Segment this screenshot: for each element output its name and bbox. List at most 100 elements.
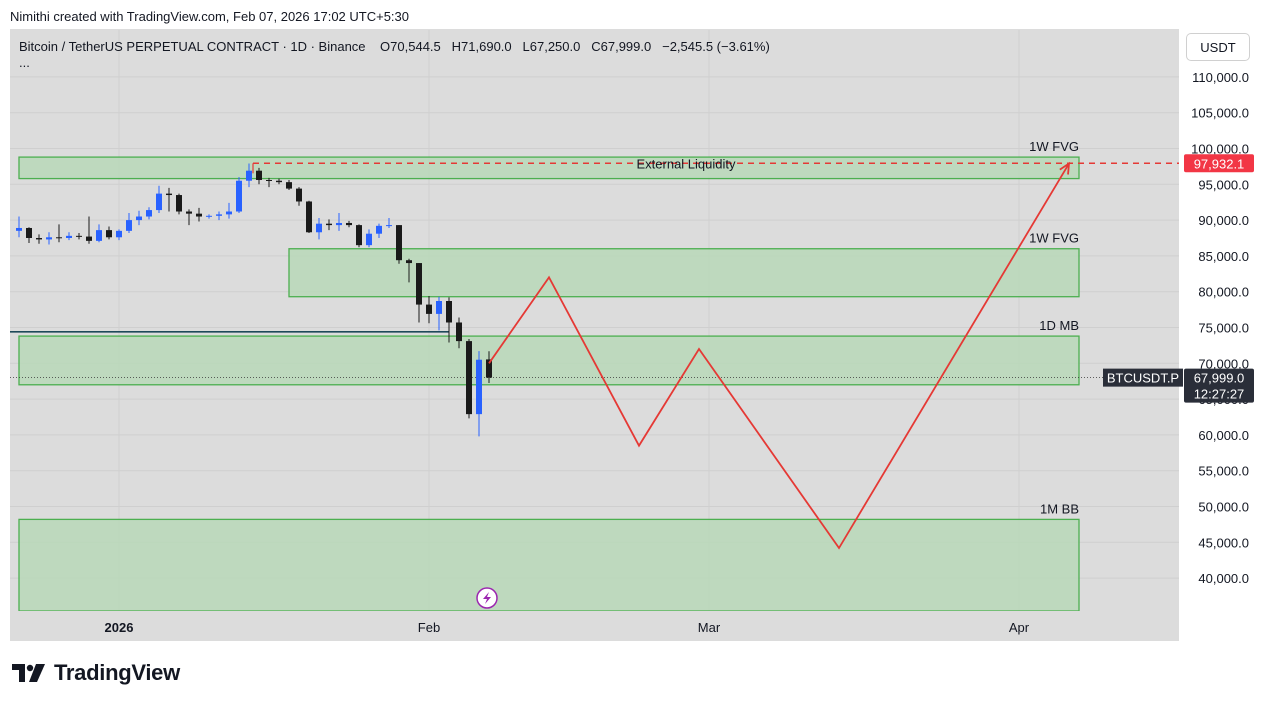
candle-body[interactable] [456,322,462,342]
candle-body[interactable] [126,220,132,231]
high-value: 71,690.0 [461,39,512,54]
price-tick-label: 85,000.0 [1198,249,1249,264]
candle-body[interactable] [256,170,262,181]
symbol-info-line: Bitcoin / TetherUS PERPETUAL CONTRACT · … [19,39,770,54]
zone-box[interactable] [18,518,1080,612]
price-tick-label: 100,000.0 [1191,142,1249,157]
candle-body[interactable] [136,216,142,221]
price-tick-label: 70,000.0 [1198,356,1249,371]
close-label: C [591,39,601,54]
candle-body[interactable] [476,359,482,415]
change-value: −2,545.5 (−3.61%) [662,39,770,54]
candle-body[interactable] [36,238,42,240]
high-label: H [451,39,462,54]
candle-body[interactable] [26,227,32,238]
candle-body[interactable] [396,225,402,261]
candle-body[interactable] [436,301,442,314]
currency-button[interactable]: USDT [1187,34,1249,60]
candle-body[interactable] [306,201,312,233]
candle-body[interactable] [76,235,82,237]
candle-body[interactable] [286,182,292,189]
candle-body[interactable] [56,237,62,239]
zone-label: 1M BB [1040,501,1079,516]
candle-body[interactable] [346,222,352,226]
low-label: L [522,39,530,54]
time-axis[interactable] [10,611,1179,641]
candle-body[interactable] [116,230,122,238]
candle-body[interactable] [366,233,372,246]
candle-body[interactable] [276,180,282,183]
candle-body[interactable] [296,188,302,202]
time-tick-label: Mar [698,620,721,635]
price-tick-label: 55,000.0 [1198,464,1249,479]
zone-label: 1W FVG [1029,139,1079,154]
candle-body[interactable] [486,359,492,378]
external-liquidity-label: External Liquidity [637,156,736,171]
candle-body[interactable] [246,170,252,181]
price-scale[interactable] [1179,29,1269,641]
symbol-tag [1103,368,1183,387]
candle-body[interactable] [376,225,382,234]
candle-body[interactable] [66,235,72,238]
candle-body[interactable] [146,210,152,217]
candle-body[interactable] [316,223,322,233]
time-tick-label: 2026 [105,620,134,635]
open-value: 70,544.5 [390,39,441,54]
candle-body[interactable] [216,214,222,216]
close-value: 67,999.0 [600,39,652,54]
bar-countdown: 12:27:27 [1194,387,1245,402]
projection-arrowhead [1059,161,1071,175]
price-tick-label: 40,000.0 [1198,571,1249,586]
zone-label: 1W FVG [1029,231,1079,246]
candle-body[interactable] [86,236,92,241]
price-tick-label: 90,000.0 [1198,213,1249,228]
candle-body[interactable] [326,223,332,226]
price-tick-label: 60,000.0 [1198,428,1249,443]
candle-body[interactable] [206,215,212,217]
candle-body[interactable] [446,301,452,323]
candle-body[interactable] [406,260,412,264]
candle-body[interactable] [196,213,202,217]
zone-label: 1D MB [1039,318,1079,333]
candle-body[interactable] [266,180,272,182]
chart-attribution: Nimithi created with TradingView.com, Fe… [10,9,410,24]
liquidity-price-tag [1184,154,1254,173]
last-price-value: 67,999.0 [1194,371,1245,386]
price-tick-label: 75,000.0 [1198,321,1249,336]
candle-body[interactable] [426,304,432,314]
candle-body[interactable] [336,222,342,226]
zone-box[interactable] [18,335,1080,386]
candle-body[interactable] [96,230,102,241]
last-price-tag [1184,368,1254,403]
price-tick-label: 50,000.0 [1198,500,1249,515]
time-tick-label: Apr [1009,620,1030,635]
candle-body[interactable] [226,211,232,215]
price-tick-label: 95,000.0 [1198,177,1249,192]
candle-body[interactable] [156,193,162,211]
tradingview-logo[interactable]: TradingView [12,660,180,686]
candle-body[interactable] [16,227,22,231]
brand-wordmark: TradingView [54,660,180,685]
more-info-toggle[interactable]: ... [19,55,30,70]
candle-body[interactable] [166,193,172,196]
candle-body[interactable] [46,237,52,240]
price-tick-label: 45,000.0 [1198,535,1249,550]
price-tick-label: 110,000.0 [1192,70,1249,85]
projection-path[interactable] [488,163,1070,550]
symbol-name[interactable]: Bitcoin / TetherUS PERPETUAL CONTRACT · … [19,39,366,54]
candle-body[interactable] [236,180,242,212]
candle-body[interactable] [386,225,392,227]
zone-box[interactable] [288,248,1080,298]
liquidity-price-value: 97,932.1 [1194,156,1245,171]
lightning-glyph [483,592,491,604]
candle-body[interactable] [176,195,182,212]
candle-body[interactable] [106,230,112,238]
candle-body[interactable] [186,211,192,214]
candle-body[interactable] [416,263,422,305]
candle-body[interactable] [356,225,362,246]
tradingview-logo-icon [12,664,45,682]
zone-box[interactable] [18,156,1080,180]
candle-body[interactable] [466,341,472,415]
time-tick-label: Feb [418,620,440,635]
